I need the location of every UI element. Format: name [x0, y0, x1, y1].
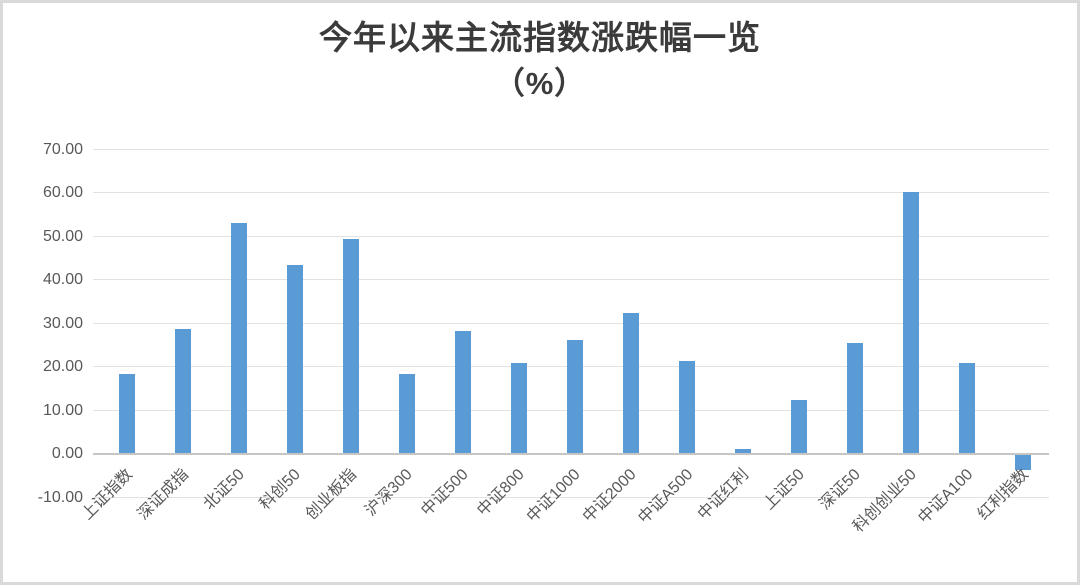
bar [287, 265, 303, 453]
x-tick-label: 科创50 [256, 466, 305, 514]
bar [511, 363, 527, 453]
y-tick-label: 40.00 [42, 271, 83, 288]
y-tick-label: 30.00 [42, 315, 83, 332]
chart-title-line1: 今年以来主流指数涨跌幅一览 [319, 19, 761, 56]
x-tick-label: 红利指数 [974, 466, 1033, 524]
x-tick-label: 上证指数 [78, 466, 137, 524]
gridline [93, 236, 1049, 237]
y-tick-label: -10.00 [37, 489, 83, 506]
x-axis-line [93, 453, 1049, 455]
gridline [93, 192, 1049, 193]
bar [399, 374, 415, 453]
bar [1015, 455, 1031, 470]
bar [455, 331, 471, 453]
y-tick-label: 70.00 [42, 141, 83, 158]
gridline [93, 279, 1049, 280]
x-tick-label: 中证红利 [694, 466, 753, 524]
bar [567, 340, 583, 453]
gridline [93, 497, 1049, 498]
chart-title: 今年以来主流指数涨跌幅一览 （%） [3, 15, 1077, 106]
x-tick-label: 上证50 [760, 466, 809, 514]
bar [175, 329, 191, 453]
y-tick-label: 60.00 [42, 184, 83, 201]
x-tick-label: 北证50 [200, 466, 249, 514]
gridline [93, 323, 1049, 324]
bar [791, 400, 807, 453]
y-tick-label: 20.00 [42, 358, 83, 375]
bar [959, 363, 975, 453]
x-tick-label: 深证50 [816, 466, 865, 514]
gridline [93, 149, 1049, 150]
x-tick-label: 创业板指 [302, 466, 361, 524]
bar [735, 449, 751, 453]
x-tick-label: 沪深300 [362, 466, 417, 520]
chart-title-line2: （%） [493, 65, 587, 101]
x-tick-label: 中证800 [474, 466, 529, 520]
bar [903, 192, 919, 453]
y-tick-label: 50.00 [42, 228, 83, 245]
x-tick-label: 中证500 [418, 466, 473, 520]
bar [231, 223, 247, 453]
y-tick-label: 0.00 [51, 445, 83, 462]
x-tick-label: 深证成指 [134, 466, 193, 524]
bar [847, 343, 863, 453]
bar [623, 313, 639, 453]
bar [679, 361, 695, 453]
y-tick-label: 10.00 [42, 402, 83, 419]
bar [343, 239, 359, 453]
bar [119, 374, 135, 453]
